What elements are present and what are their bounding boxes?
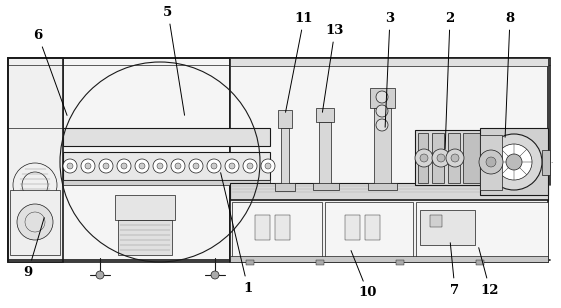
Text: 13: 13 [323, 23, 344, 112]
Bar [542, 150, 550, 175]
Text: 12: 12 [479, 248, 499, 297]
Bar [118, 220, 172, 255]
Circle shape [67, 163, 73, 169]
Bar [63, 180, 270, 185]
Bar [319, 122, 331, 185]
Bar [316, 108, 334, 122]
Circle shape [103, 163, 109, 169]
Circle shape [437, 154, 445, 162]
Bar [420, 210, 475, 245]
Circle shape [265, 163, 271, 169]
Circle shape [486, 134, 542, 190]
Circle shape [479, 150, 503, 174]
Text: 7: 7 [450, 243, 459, 297]
Bar [230, 58, 548, 262]
Bar [278, 110, 292, 128]
Bar [232, 202, 322, 258]
Circle shape [153, 159, 167, 173]
Circle shape [99, 159, 113, 173]
Bar [8, 58, 63, 262]
Bar [230, 183, 548, 200]
Bar [316, 260, 324, 265]
Text: 1: 1 [220, 173, 252, 294]
Circle shape [171, 159, 185, 173]
Circle shape [376, 91, 388, 103]
Text: 6: 6 [33, 29, 67, 116]
Text: 5: 5 [163, 6, 185, 115]
Bar [230, 58, 548, 66]
Bar [480, 128, 548, 195]
Text: 10: 10 [351, 251, 377, 299]
Bar [476, 260, 484, 265]
Bar [374, 108, 391, 185]
Circle shape [486, 157, 496, 167]
Bar [275, 183, 295, 191]
Bar [430, 215, 442, 227]
Circle shape [451, 154, 459, 162]
Circle shape [229, 163, 235, 169]
Circle shape [17, 204, 53, 240]
Circle shape [157, 163, 163, 169]
Bar [365, 215, 380, 240]
Circle shape [243, 159, 257, 173]
Circle shape [415, 149, 433, 167]
Text: 8: 8 [505, 11, 514, 137]
Circle shape [117, 159, 131, 173]
Bar [418, 133, 428, 183]
Circle shape [85, 163, 91, 169]
Circle shape [175, 163, 181, 169]
Bar [115, 195, 175, 220]
Circle shape [420, 154, 428, 162]
Circle shape [496, 144, 532, 180]
Bar [275, 215, 290, 240]
Bar [230, 200, 548, 260]
Bar [432, 133, 444, 183]
Bar [396, 260, 404, 265]
Circle shape [139, 163, 145, 169]
Bar [230, 256, 548, 262]
Bar [255, 215, 270, 240]
Bar [480, 135, 502, 190]
Text: 3: 3 [385, 11, 394, 127]
Circle shape [432, 149, 450, 167]
Circle shape [121, 163, 127, 169]
Bar [313, 183, 339, 190]
Circle shape [63, 159, 77, 173]
Bar [416, 202, 548, 258]
Bar [325, 202, 413, 258]
Circle shape [211, 271, 219, 279]
Circle shape [207, 159, 221, 173]
Circle shape [211, 163, 217, 169]
Circle shape [446, 149, 464, 167]
Bar [370, 88, 395, 108]
Bar [368, 183, 397, 190]
Circle shape [376, 105, 388, 117]
Bar [415, 130, 485, 185]
Bar [463, 133, 481, 183]
Circle shape [247, 163, 253, 169]
Bar [448, 133, 460, 183]
Text: 9: 9 [24, 218, 44, 278]
Circle shape [225, 159, 239, 173]
Circle shape [96, 271, 104, 279]
Bar [63, 128, 270, 146]
Bar [345, 215, 360, 240]
Bar [8, 58, 230, 262]
Bar [10, 190, 60, 255]
Circle shape [81, 159, 95, 173]
Circle shape [506, 154, 522, 170]
Bar [281, 128, 289, 186]
Bar [246, 260, 254, 265]
Circle shape [261, 159, 275, 173]
Circle shape [376, 119, 388, 131]
Bar [63, 152, 270, 180]
Circle shape [189, 159, 203, 173]
Circle shape [135, 159, 149, 173]
Circle shape [193, 163, 199, 169]
Text: 11: 11 [286, 11, 313, 112]
Text: 2: 2 [445, 11, 454, 149]
